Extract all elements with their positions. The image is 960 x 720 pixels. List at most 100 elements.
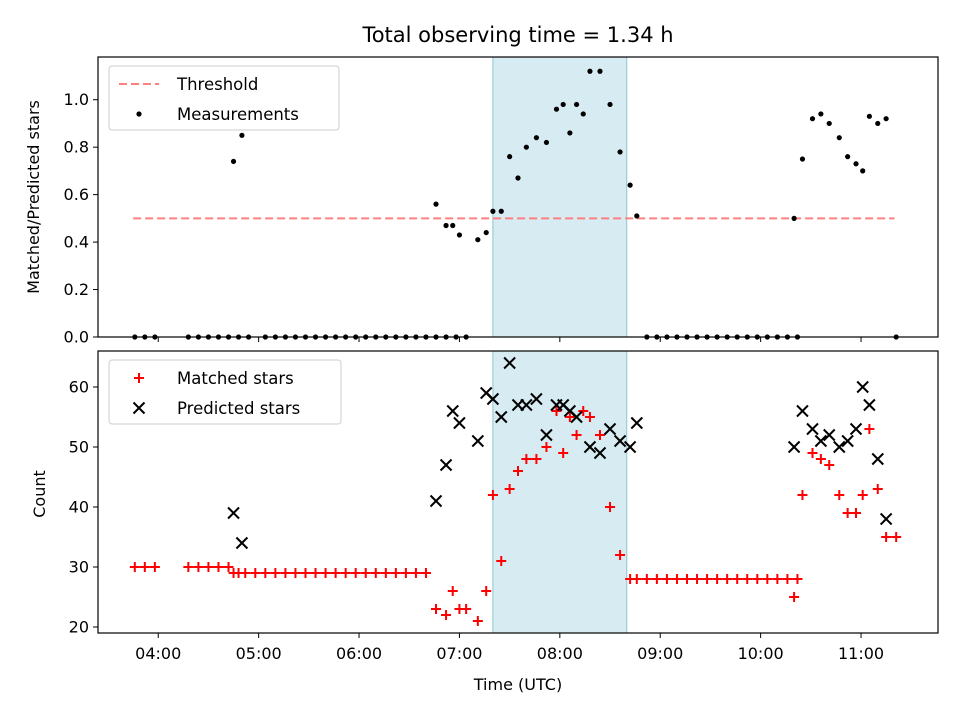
matched-star-point [290, 568, 301, 578]
y-tick-label: 1.0 [64, 90, 89, 109]
predicted-star-point [453, 416, 466, 430]
matched-star-point [732, 574, 743, 584]
x-tick-label: 08:00 [537, 644, 583, 663]
matched-star-point [250, 568, 261, 578]
observing-interval-highlight-top [492, 56, 628, 338]
predicted-star-point [593, 446, 607, 460]
x-tick-label: 06:00 [336, 644, 382, 663]
matched-star-point [762, 574, 773, 584]
matched-star-point [789, 592, 800, 602]
predicted-star-point [613, 434, 627, 448]
matched-star-point [410, 568, 421, 578]
matched-star-point [193, 562, 204, 572]
predicted-star-point [495, 410, 508, 424]
predicted-star-point [787, 440, 801, 454]
matched-star-point [129, 562, 140, 572]
measurement-point [567, 130, 573, 136]
y-tick-label: 30 [69, 558, 89, 577]
legend-measurement-swatch [136, 111, 142, 117]
ratio-y-axis-label: Matched/Predicted stars [24, 100, 43, 294]
predicted-star-point [603, 422, 617, 436]
legend-box [108, 359, 342, 425]
measurement-point [845, 154, 851, 160]
matched-star-point [270, 568, 281, 578]
measurement-point [791, 215, 797, 221]
matched-star-point [722, 574, 733, 584]
matched-star-point [782, 574, 793, 584]
predicted-star-point [823, 428, 836, 442]
matched-star-point [260, 568, 271, 578]
matched-star-point [420, 568, 431, 578]
ratio-axes-frame [97, 56, 939, 338]
matched-star-point [340, 568, 351, 578]
matched-star-point [631, 574, 642, 584]
predicted-star-point [235, 536, 249, 550]
predicted-star-point [841, 434, 854, 448]
matched-star-point [431, 604, 442, 614]
measurement-point [627, 182, 633, 188]
matched-star-point [380, 568, 391, 578]
measurement-point [853, 161, 859, 167]
measurement-point [239, 132, 245, 138]
matched-star-point [571, 430, 582, 440]
predicted-star-point [630, 416, 644, 430]
measurement-point [543, 139, 550, 146]
y-tick-label: 0.4 [64, 233, 89, 252]
matched-star-point [310, 568, 321, 578]
matched-star-point [370, 568, 381, 578]
matched-star-point [472, 616, 483, 626]
measurement-point [533, 135, 540, 141]
legend-entry-label: Matched stars [177, 369, 294, 388]
predicted-star-point [863, 398, 876, 412]
predicted-star-point [849, 422, 863, 436]
measurement-point [230, 158, 237, 165]
matched-star-point [842, 508, 853, 518]
measurement-point [826, 120, 832, 127]
legend-predicted-swatch [132, 401, 146, 415]
measurement-point [523, 144, 529, 150]
y-tick-label: 0.6 [64, 185, 89, 204]
matched-star-point [815, 454, 826, 464]
predicted-star-point [227, 506, 240, 520]
measurement-point [634, 213, 640, 219]
matched-star-point [872, 484, 883, 494]
measurement-point [443, 222, 449, 229]
matched-star-point [857, 490, 868, 500]
legend-box [108, 65, 340, 131]
matched-star-point [702, 574, 713, 584]
matched-star-point [481, 586, 492, 596]
measurement-point [836, 135, 842, 141]
matched-star-point [240, 568, 251, 578]
y-tick-label: 60 [69, 378, 89, 397]
matched-star-point [350, 568, 361, 578]
y-tick-label: 0.0 [64, 328, 89, 347]
measurement-point [799, 156, 806, 162]
matched-star-point [558, 448, 569, 458]
predicted-star-point [570, 410, 583, 424]
measurement-point [809, 116, 816, 122]
predicted-star-point [520, 398, 533, 412]
measurement-point [560, 101, 566, 108]
matched-star-point [772, 574, 783, 584]
x-tick-label: 04:00 [135, 644, 181, 663]
legend-entry-label: Measurements [177, 105, 299, 124]
count-axes-frame [97, 350, 939, 634]
measurement-point [498, 208, 504, 214]
matched-star-point [891, 532, 902, 542]
measurement-point [597, 68, 603, 74]
matched-star-point [513, 466, 523, 476]
ratio-axes: 0.0 0.2 0.4 0.6 0.8 1.0 [64, 90, 862, 347]
count-panel: 20 30 40 50 60 04:00 05:00 06:00 07:00 08:00 09:00… [30, 350, 939, 694]
measurement-point [883, 116, 889, 122]
matched-star-point [584, 412, 595, 422]
matched-star-point [183, 562, 194, 572]
matched-star-point [742, 574, 753, 584]
matched-star-point [671, 574, 682, 584]
matched-star-point [390, 568, 401, 578]
predicted-star-point [530, 392, 543, 406]
count-marks [129, 356, 902, 626]
predicted-star-point [540, 428, 553, 442]
predicted-star-point [806, 422, 819, 436]
matched-star-point [641, 574, 652, 584]
